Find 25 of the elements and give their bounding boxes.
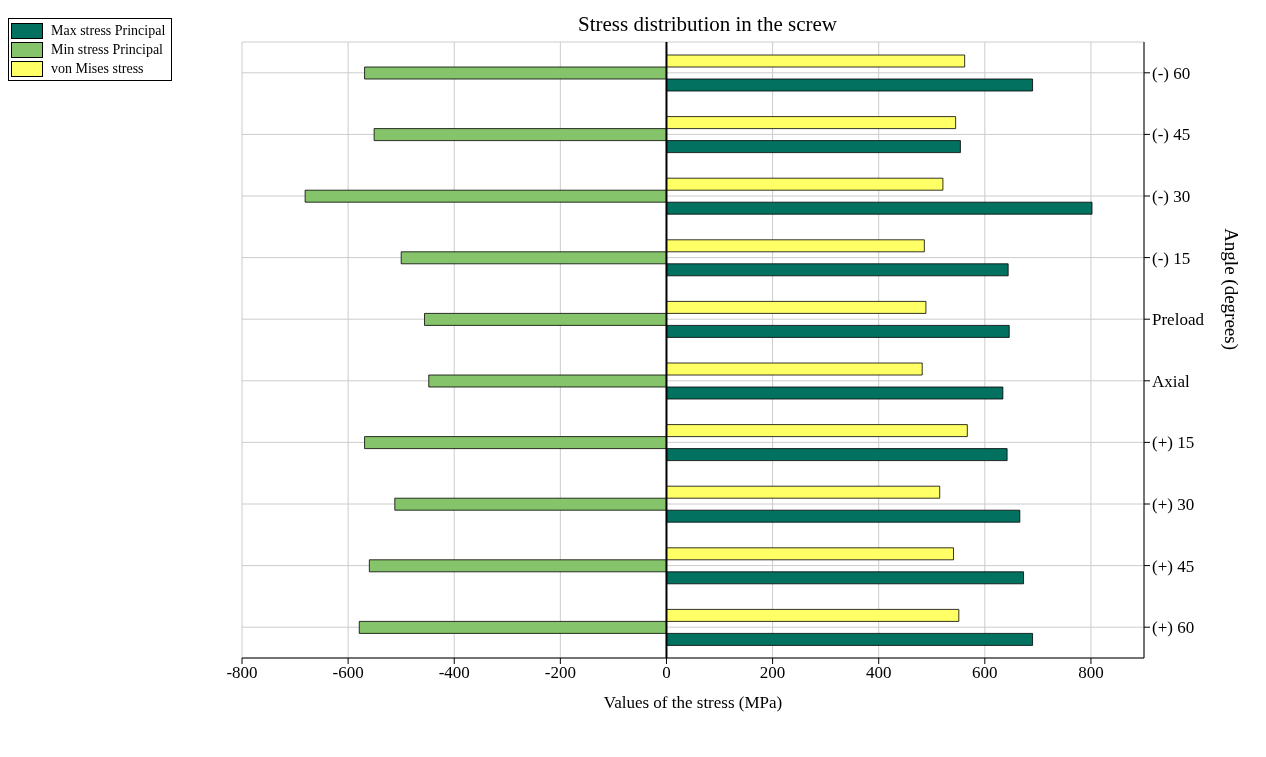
x-tick-label: 600 (972, 663, 998, 683)
y-tick-label: (-) 60 (1152, 63, 1191, 83)
legend-label: Min stress Principal (51, 41, 163, 58)
x-tick-label: -600 (332, 663, 364, 683)
x-tick-label: -400 (438, 663, 470, 683)
y-tick-label: (-) 45 (1152, 125, 1191, 145)
chart-title: Stress distribution in the screw (577, 12, 838, 37)
y-tick-label: (-) 15 (1152, 248, 1191, 268)
x-tick-label: 200 (759, 663, 786, 683)
legend-label: von Mises stress (51, 60, 144, 77)
y-axis-title: Angle (degrees) (1220, 228, 1243, 350)
y-tick-label: Axial (1152, 371, 1191, 391)
y-tick-label: Preload (1152, 310, 1205, 330)
y-tick-label: (+) 60 (1152, 618, 1195, 638)
x-tick-label: -800 (226, 663, 258, 683)
x-tick-label: 400 (865, 663, 892, 683)
y-tick-label: (+) 45 (1152, 556, 1195, 576)
x-tick-label: 0 (662, 663, 671, 683)
y-tick-label: (-) 30 (1152, 187, 1191, 207)
legend-label: Max stress Principal (51, 22, 166, 39)
x-axis-title: Values of the stress (MPa) (603, 693, 783, 712)
y-tick-label: (+) 15 (1152, 433, 1195, 453)
x-tick-label: 800 (1078, 663, 1104, 683)
x-tick-label: -200 (544, 663, 576, 683)
y-tick-label: (+) 30 (1152, 495, 1195, 515)
